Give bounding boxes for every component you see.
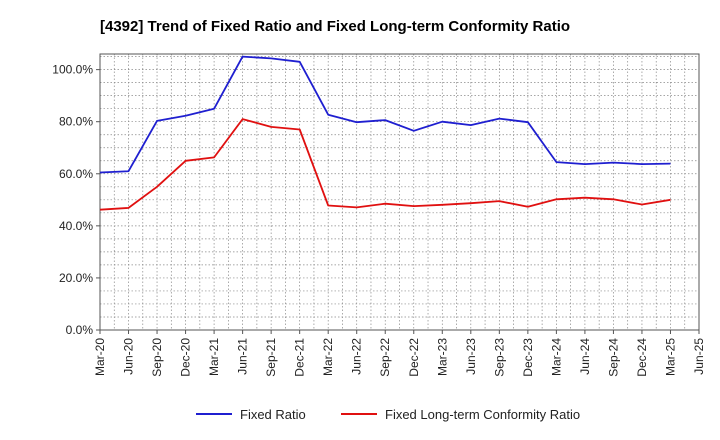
x-tick-label: Sep-20 (150, 338, 164, 377)
series-layer (99, 55, 671, 211)
y-tick-label: 0.0% (66, 323, 94, 337)
x-tick-label: Jun-20 (122, 338, 136, 375)
y-tick-label: 100.0% (52, 63, 93, 77)
series-line-fixed-long-term-conformity-ratio (99, 118, 671, 211)
x-tick-label: Mar-22 (321, 338, 335, 376)
x-tick-label: Jun-24 (578, 338, 592, 375)
x-tick-label: Sep-24 (606, 338, 620, 377)
legend-label-fixed-long-term-conformity-ratio: Fixed Long-term Conformity Ratio (385, 407, 580, 422)
y-tick-label: 40.0% (59, 219, 93, 233)
x-tick-label: Jun-22 (350, 338, 364, 375)
x-tick-label: Mar-21 (207, 338, 221, 376)
x-tick-label: Sep-22 (378, 338, 392, 377)
x-tick-label: Mar-24 (549, 338, 563, 376)
y-tick-label: 80.0% (59, 115, 93, 129)
x-tick-label: Sep-23 (492, 338, 506, 377)
x-tick-label: Dec-20 (179, 338, 193, 377)
series-line-fixed-ratio (99, 55, 671, 174)
x-tick-label: Dec-23 (521, 338, 535, 377)
y-axis: 0.0% 20.0% 40.0% 60.0% 80.0% 100.0% (52, 63, 100, 337)
x-tick-label: Jun-25 (692, 338, 706, 375)
y-tick-label: 20.0% (59, 271, 93, 285)
legend-label-fixed-ratio: Fixed Ratio (240, 407, 306, 422)
x-tick-label: Mar-23 (435, 338, 449, 376)
x-tick-label: Mar-20 (93, 338, 107, 376)
x-tick-label: Dec-22 (407, 338, 421, 377)
x-tick-label: Sep-21 (264, 338, 278, 377)
x-axis: Mar-20 Jun-20 Sep-20 Dec-20 Mar-21 Jun-21 Sep-… (93, 330, 706, 377)
x-tick-label: Jun-23 (464, 338, 478, 375)
x-tick-label: Dec-21 (293, 338, 307, 377)
legend: Fixed Ratio Fixed Long-term Conformity R… (196, 407, 580, 422)
gridlines (100, 54, 699, 330)
y-tick-label: 60.0% (59, 167, 93, 181)
x-tick-label: Dec-24 (635, 338, 649, 377)
x-tick-label: Mar-25 (663, 338, 677, 376)
x-tick-label: Jun-21 (236, 338, 250, 375)
chart-title: [4392] Trend of Fixed Ratio and Fixed Lo… (100, 18, 570, 35)
plot-area (99, 53, 700, 331)
